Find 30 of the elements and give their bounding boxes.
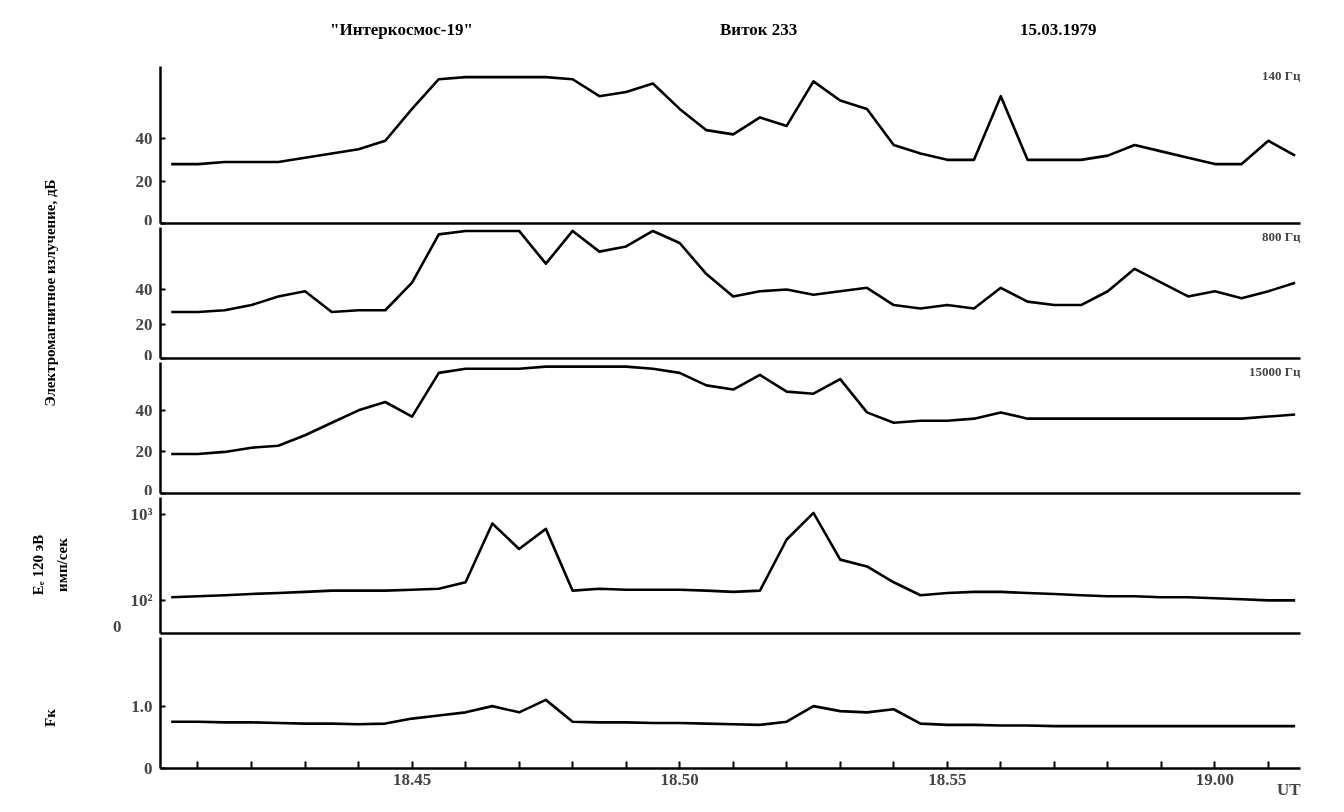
y-tick-label: 0 (144, 210, 153, 230)
y-axis-title: Eₑ 120 эВ имп/сек (29, 534, 71, 596)
text: 0 (113, 617, 122, 636)
text: 800 Гц (1261, 228, 1302, 244)
y-axis-title: Электромагнитное излучение, дБ (41, 178, 59, 407)
chart-title: "Интеркосмос-19" (330, 19, 473, 41)
y-tick-label: 0 (144, 759, 153, 778)
x-tick-label: 18.50 (660, 769, 699, 789)
y-tick-label: 1.0 (131, 696, 153, 716)
y-tick-label: 10² (130, 590, 153, 610)
text: 15.03.1979 (1020, 19, 1097, 41)
y-tick-label: 0 (144, 480, 153, 500)
y-tick-label: 20 (135, 442, 153, 462)
y-tick-label: 40 (135, 129, 153, 149)
y-tick-label: 20 (135, 314, 153, 334)
y-axis-title: Fк (41, 708, 59, 727)
y-tick-label: 0 (144, 345, 153, 365)
y-tick-label: 20 (135, 171, 153, 191)
y-tick-label: 40 (135, 280, 153, 300)
x-axis-title: UT (1276, 779, 1302, 799)
line-series (169, 511, 1297, 602)
y-tick-label: 10³ (130, 505, 153, 525)
x-tick-label: 18.45 (392, 769, 432, 789)
line-series (169, 698, 1297, 728)
text: 140 Гц (1261, 67, 1302, 83)
y-tick-label: 40 (135, 400, 153, 420)
x-tick-label: 18.55 (928, 769, 967, 789)
text: Виток 233 (720, 19, 798, 41)
text: 15000 Гц (1248, 363, 1302, 379)
x-tick-label: 19.00 (1195, 769, 1234, 789)
